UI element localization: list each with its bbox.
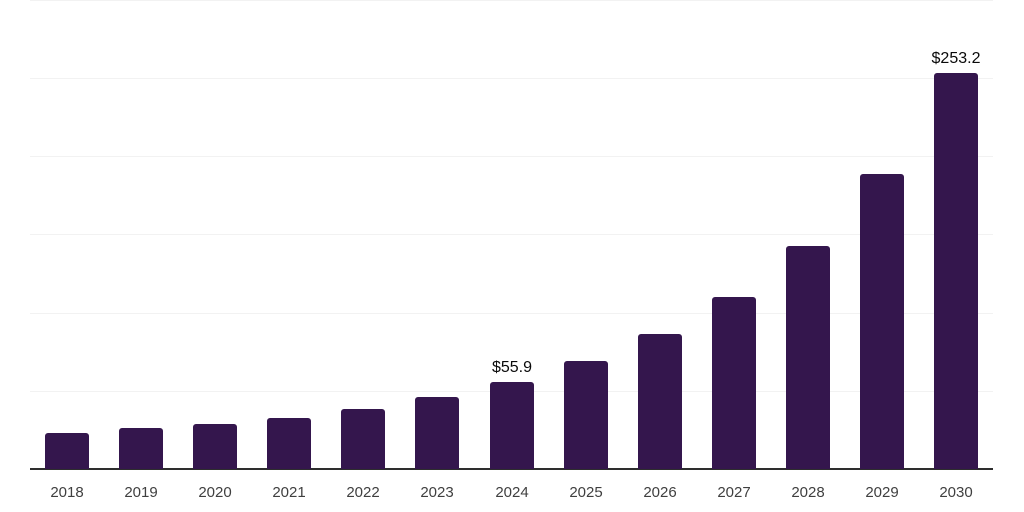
value-label-2024: $55.9 <box>491 359 533 376</box>
x-tick-2028: 2028 <box>791 484 825 501</box>
x-tick-2024: 2024 <box>495 484 529 501</box>
x-tick-2027: 2027 <box>717 484 751 501</box>
bar-2022 <box>341 409 385 469</box>
x-tick-2029: 2029 <box>865 484 899 501</box>
bar-2029 <box>860 174 904 469</box>
x-tick-2019: 2019 <box>124 484 158 501</box>
bar-2024 <box>490 382 534 469</box>
bar-2023 <box>415 397 459 469</box>
bar-2026 <box>638 334 682 469</box>
x-tick-2023: 2023 <box>420 484 454 501</box>
bar-2018 <box>45 433 89 469</box>
bar-2021 <box>267 418 311 469</box>
x-tick-2022: 2022 <box>346 484 380 501</box>
gridline-150 <box>30 234 993 235</box>
bar-2030 <box>934 73 978 469</box>
x-tick-2018: 2018 <box>50 484 84 501</box>
gridline-200 <box>30 156 993 157</box>
x-tick-2026: 2026 <box>643 484 677 501</box>
x-tick-2030: 2030 <box>939 484 973 501</box>
bar-2025 <box>564 361 608 469</box>
x-axis-line <box>30 468 993 470</box>
x-tick-2025: 2025 <box>569 484 603 501</box>
x-tick-2020: 2020 <box>198 484 232 501</box>
gridline-250 <box>30 78 993 79</box>
gridline-300 <box>30 0 993 1</box>
bar-2020 <box>193 424 237 469</box>
bar-2027 <box>712 297 756 469</box>
value-label-2030: $253.2 <box>931 50 981 67</box>
plot-area: 2018 2019 2020 2021 2022 2023 2024 $55.9 2025 202… <box>30 0 993 501</box>
bar-2028 <box>786 246 830 469</box>
gridline-100 <box>30 313 993 314</box>
bar-2019 <box>119 428 163 469</box>
x-tick-2021: 2021 <box>272 484 306 501</box>
